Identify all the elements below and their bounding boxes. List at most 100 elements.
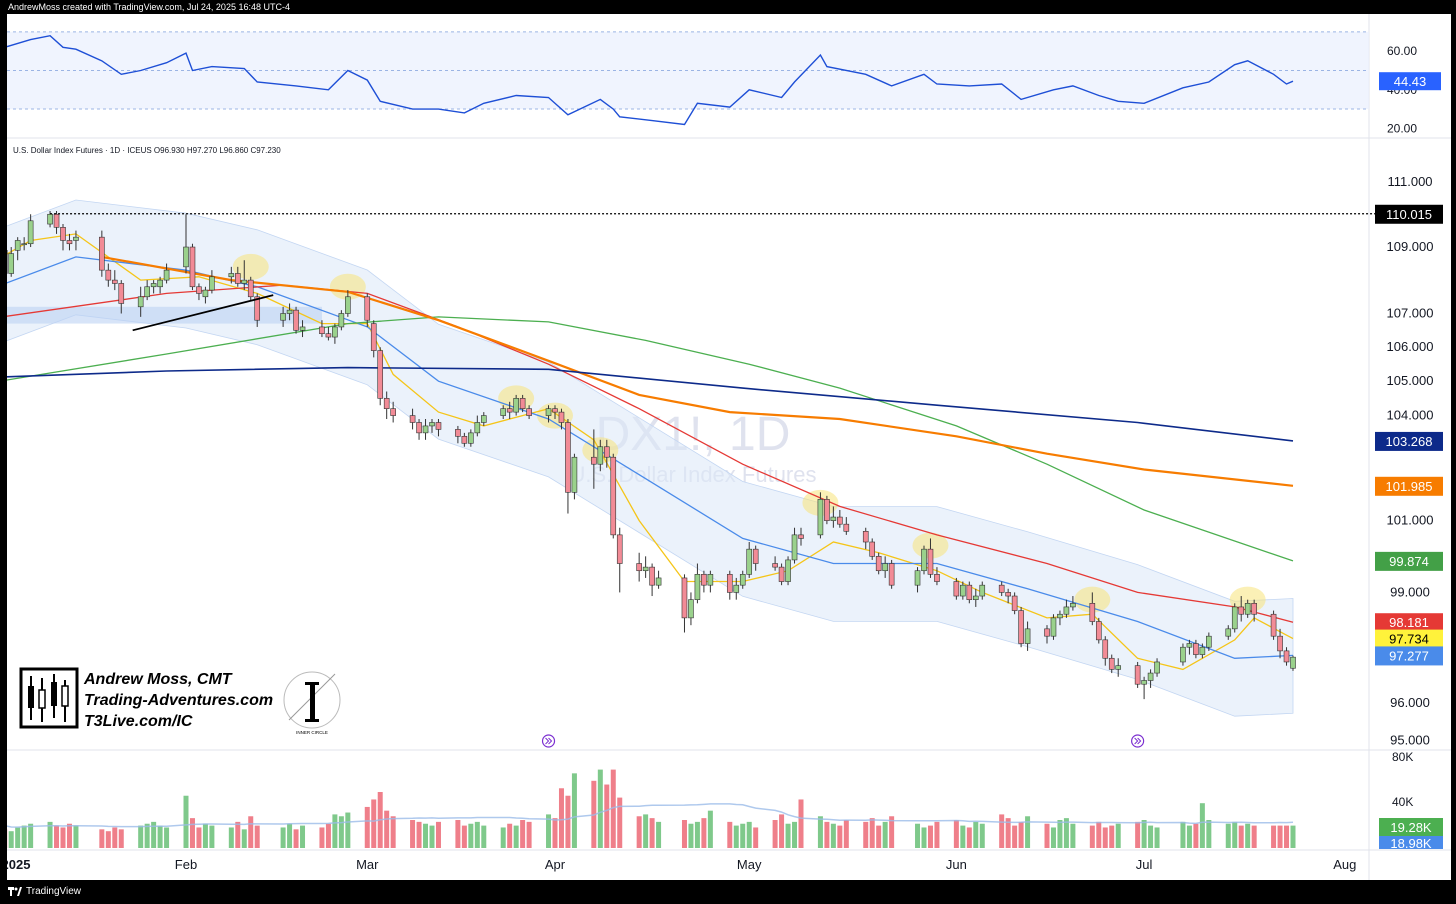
volume-bar (876, 825, 882, 848)
volume-bar (999, 814, 1005, 848)
volume-bar (319, 827, 325, 848)
volume-current-label: 19.28K (1390, 820, 1432, 835)
price-axis: 111.000 109.000 107.000 106.000 105.000 104.0… (1375, 174, 1443, 747)
volume-bar (1251, 825, 1257, 848)
price-tick-label: 96.000 (1390, 695, 1430, 710)
symbol-line: U.S. Dollar Index Futures · 1D · ICEUS O… (13, 146, 281, 155)
candle-body (1089, 603, 1096, 622)
candle-body (280, 313, 286, 321)
moving-average-line (101, 255, 1294, 487)
candle-body (377, 350, 384, 399)
candle-body (571, 456, 578, 493)
candle-body (383, 398, 390, 409)
volume-bar (1186, 825, 1192, 848)
candle-body (1290, 656, 1296, 669)
volume-bar (28, 823, 34, 848)
candle-body (998, 584, 1005, 593)
candle-body (843, 523, 850, 532)
volume-bar (384, 810, 390, 848)
volume-bar (228, 827, 234, 848)
volume-bar (1115, 823, 1121, 848)
volume-bar (798, 799, 804, 848)
candle-body (972, 595, 979, 600)
candle-body (888, 563, 895, 586)
candle-body (791, 534, 798, 561)
volume-bar (410, 820, 416, 848)
volume-bar (73, 825, 79, 848)
candle-body (921, 548, 927, 572)
rsi-line (0, 34, 1294, 126)
volume-bar (151, 821, 157, 848)
volume-bar (643, 814, 649, 848)
candle-body (688, 599, 694, 619)
candle-body (681, 577, 688, 619)
candle-body (247, 279, 254, 298)
candle-body (1231, 606, 1238, 630)
credit-text: AndrewMoss created with TradingView.com,… (8, 2, 290, 12)
author-block: Andrew Moss, CMT Trading-Adventures.com … (19, 667, 341, 735)
volume-bar (779, 814, 785, 848)
candle-body (597, 446, 604, 465)
candle-body (752, 548, 759, 564)
volume-bar (1232, 821, 1238, 848)
candle-body (960, 584, 966, 597)
candle-body (778, 566, 785, 582)
volume-bar (656, 821, 662, 848)
volume-bar (617, 797, 623, 848)
volume-bar (785, 823, 791, 848)
price-badge (1375, 629, 1443, 649)
volume-bar (8, 831, 14, 848)
volume-bar (843, 820, 849, 848)
volume-bar (604, 784, 610, 848)
candle-body (1186, 643, 1193, 648)
candle-body (416, 422, 422, 434)
candle-body (526, 408, 532, 416)
moving-average-line (0, 233, 1294, 671)
volume-bar (973, 821, 979, 848)
candle-body (610, 456, 617, 536)
event-markers (541, 734, 1145, 748)
volume-bar (694, 821, 700, 848)
candle-body (1154, 661, 1160, 674)
volume-bar (254, 825, 260, 848)
price-tick-label: 104.000 (1387, 408, 1434, 423)
candle-body (370, 323, 377, 351)
time-tick-label: 2025 (7, 857, 30, 872)
rsi-tick-label: 20.00 (1387, 121, 1417, 135)
candle-body (1244, 603, 1251, 615)
volume-bar (338, 816, 344, 848)
volume-bar (1206, 820, 1212, 848)
candle-body (1180, 646, 1186, 663)
candle-body (422, 425, 429, 434)
volume-bar (610, 769, 616, 848)
candle-body (552, 408, 558, 413)
volume-bar (966, 827, 972, 848)
candle-body (558, 411, 565, 423)
price-badge (1375, 476, 1443, 496)
candle-body (837, 516, 843, 525)
volume-bar (733, 825, 739, 848)
candle-body (1277, 635, 1283, 652)
volume-bar (513, 825, 519, 848)
candle-body (286, 309, 293, 314)
inner-circle-text: INNER CIRCLE (296, 730, 328, 735)
volume-bar (1044, 823, 1050, 848)
volume-bar (293, 829, 299, 848)
volume-bar (60, 827, 66, 848)
volume-bar (15, 827, 21, 848)
price-tick-label: 106.000 (1387, 339, 1434, 354)
candle-body (1005, 592, 1011, 597)
candle-body (332, 326, 338, 338)
footer: TradingView (8, 886, 81, 897)
volume-bar (47, 821, 53, 848)
volume-bar (740, 823, 746, 848)
volume-bar (332, 814, 338, 848)
price-tick-label: 99.000 (1390, 584, 1430, 599)
candle-body (1283, 650, 1290, 663)
volume-bar (1277, 825, 1283, 848)
price-badge (1375, 613, 1443, 633)
volume-bar (1193, 823, 1199, 848)
candle-body (118, 283, 125, 304)
candle-body (1102, 639, 1109, 659)
